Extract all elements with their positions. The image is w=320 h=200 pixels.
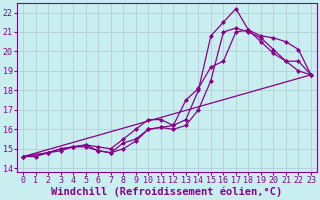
X-axis label: Windchill (Refroidissement éolien,°C): Windchill (Refroidissement éolien,°C) — [52, 187, 283, 197]
